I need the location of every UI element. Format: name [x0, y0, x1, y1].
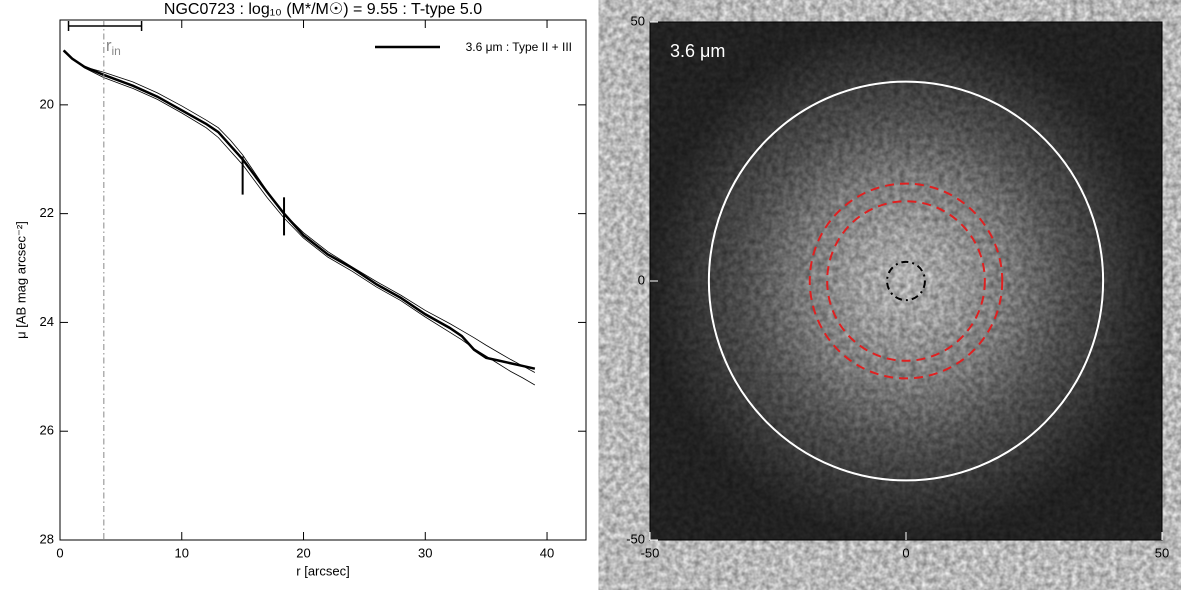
y-tick-label: 28	[40, 531, 54, 546]
aperture-circle	[886, 260, 926, 302]
r-in-label: rin	[106, 36, 121, 58]
x-tick-label: 40	[540, 545, 554, 560]
x-tick-label: 10	[175, 545, 189, 560]
y-tick-label: 50	[631, 13, 645, 28]
profile-panel: NGC0723 : log₁₀ (M*/M☉) = 9.55 : T-type …	[13, 1, 587, 578]
y-tick-label: 26	[40, 423, 54, 438]
x-tick-label: 0	[56, 545, 63, 560]
legend-label: 3.6 μm : Type II + III	[466, 40, 572, 54]
r-in-label-sub: in	[112, 44, 121, 58]
x-axis-label: r [arcsec]	[296, 563, 349, 578]
x-tick-label: 0	[902, 545, 909, 560]
x-tick-label: 50	[1155, 545, 1169, 560]
aperture-circle	[707, 80, 1105, 482]
y-tick-label: -50	[626, 531, 645, 546]
image-noise	[650, 22, 1162, 540]
aperture-circle	[826, 200, 986, 362]
profile-line	[63, 50, 536, 373]
plot-frame	[59, 19, 587, 541]
y-axis-label: μ [AB mag arcsec⁻²]	[13, 221, 28, 339]
y-tick-label: 24	[40, 314, 54, 329]
y-tick-label: 0	[638, 272, 645, 287]
r-in-label-main: r	[106, 36, 112, 55]
profile-line	[62, 49, 536, 370]
profile-line	[63, 50, 536, 386]
band-label: 3.6 μm	[670, 41, 725, 61]
x-tick-label: 20	[296, 545, 310, 560]
image-panel: 3.6 μm -50 0 50 -50 0 50	[626, 13, 1169, 560]
chart-title: NGC0723 : log₁₀ (M*/M☉) = 9.55 : T-type …	[164, 1, 482, 18]
x-tick-label: 30	[418, 545, 432, 560]
y-tick-label: 22	[40, 205, 54, 220]
aperture-circle	[808, 182, 1004, 380]
y-tick-label: 20	[40, 96, 54, 111]
x-tick-label: -50	[641, 545, 660, 560]
